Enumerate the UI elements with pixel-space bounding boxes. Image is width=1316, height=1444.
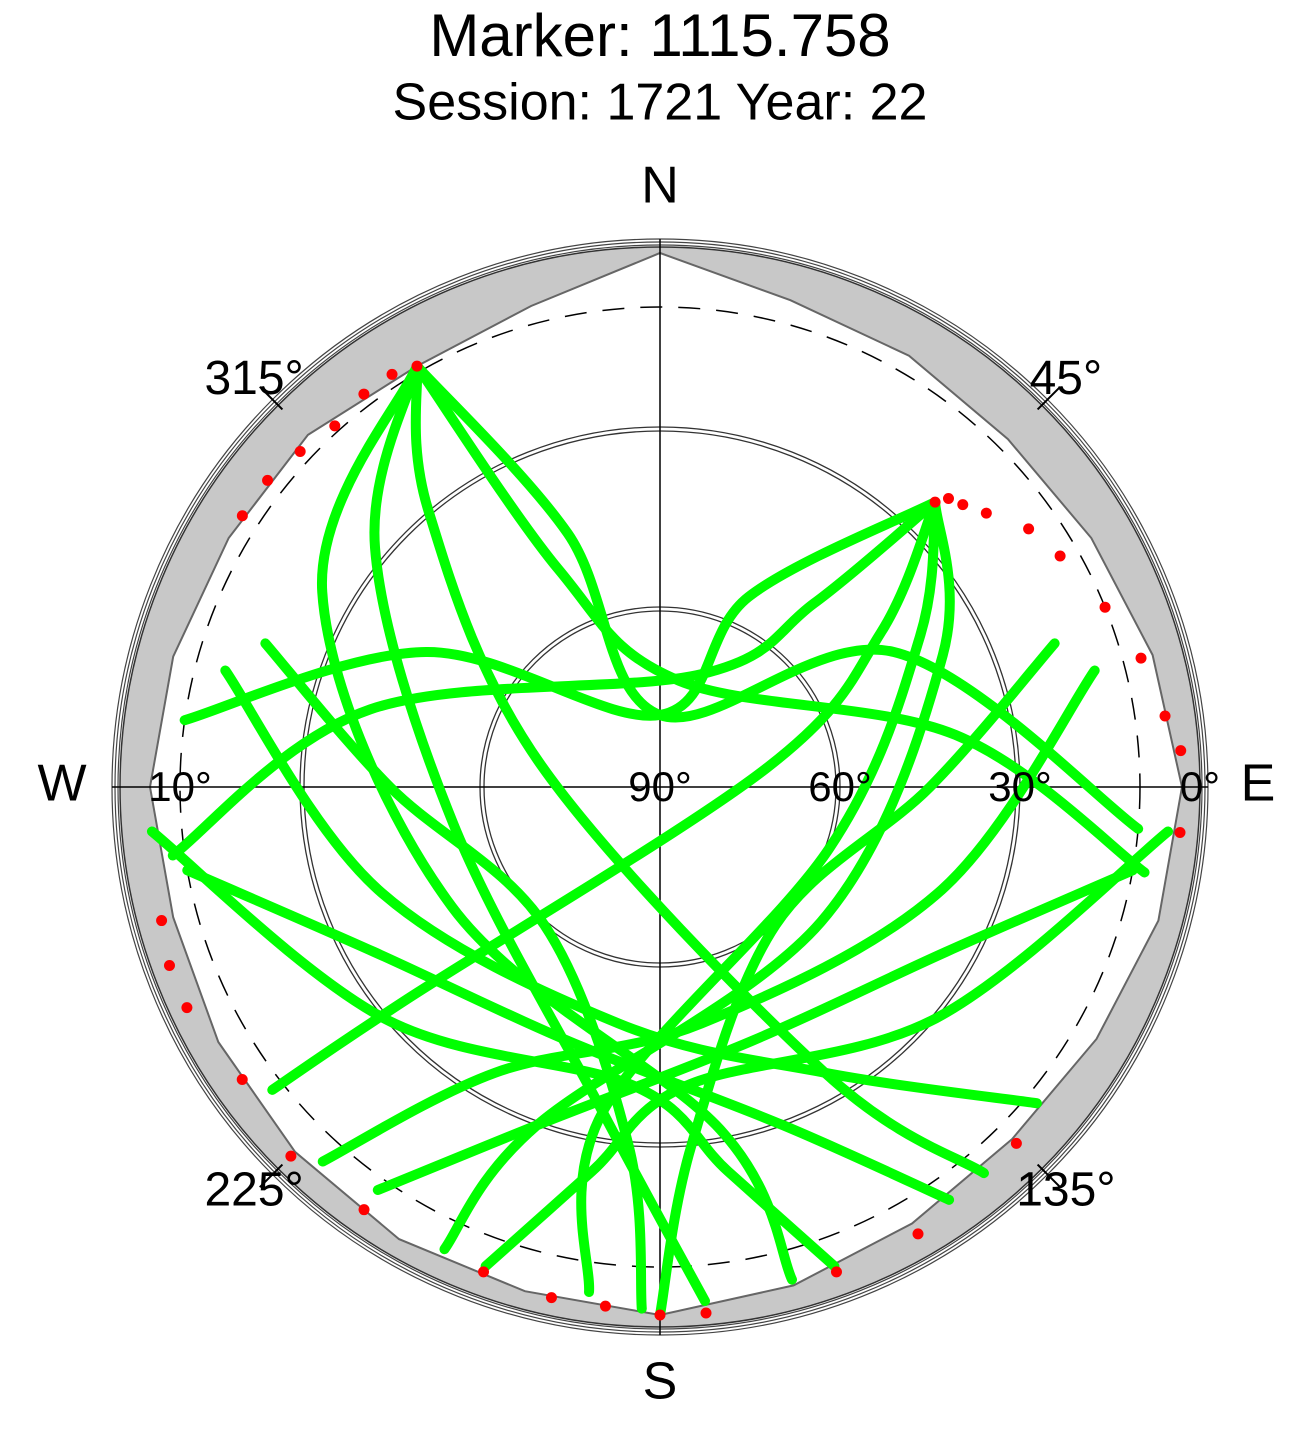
azimuth-label: 315°	[204, 352, 303, 405]
satellite-track	[480, 826, 1174, 1272]
low-elevation-point	[181, 1002, 193, 1014]
azimuth-label: 45°	[1030, 352, 1103, 405]
low-elevation-point	[957, 499, 969, 511]
low-elevation-point	[980, 507, 992, 519]
satellite-track	[220, 665, 1042, 1109]
tracks	[146, 361, 1174, 1320]
low-elevation-point	[329, 420, 341, 432]
elevation-label: 30°	[988, 763, 1052, 810]
low-elevation-point	[262, 474, 274, 486]
low-elevation-point	[1099, 601, 1111, 613]
satellite-track	[182, 865, 955, 1205]
satellite-track	[412, 361, 1144, 834]
low-elevation-point	[545, 1292, 557, 1304]
direction-label: W	[37, 755, 86, 813]
low-elevation-point	[294, 445, 306, 457]
low-elevation-point	[386, 368, 398, 380]
low-elevation-point	[236, 1074, 248, 1086]
low-elevation-point	[1023, 523, 1035, 535]
low-elevation-point	[163, 960, 175, 972]
satellite-track	[146, 826, 840, 1272]
low-elevation-point	[929, 496, 941, 508]
low-elevation-point	[1135, 652, 1147, 664]
azimuth-tick	[1036, 386, 1061, 411]
low-elevation-point	[1054, 550, 1066, 562]
low-elevation-point	[599, 1300, 611, 1312]
azimuth-label: 225°	[204, 1164, 303, 1217]
satellite-track	[372, 865, 1138, 1196]
elevation-label: 90°	[628, 763, 692, 810]
azimuth-tick	[1036, 1163, 1061, 1188]
low-elevation-point	[912, 1228, 924, 1240]
satellite-track	[410, 361, 989, 1179]
elevation-label: 0°	[1180, 763, 1220, 810]
low-elevation-point	[942, 493, 954, 505]
satellite-track	[267, 497, 941, 1095]
chart-subtitle: Session: 1721 Year: 22	[393, 74, 928, 132]
low-elevation-point	[411, 360, 423, 372]
direction-label: E	[1241, 755, 1276, 813]
azimuth-label: 135°	[1016, 1164, 1115, 1217]
azimuth-tick	[259, 386, 284, 411]
low-elevation-point	[654, 1309, 666, 1321]
low-elevation-point	[1174, 826, 1186, 838]
direction-label: S	[643, 1353, 678, 1411]
elevation-label: 10°	[148, 763, 212, 810]
direction-label: N	[641, 157, 679, 215]
satellite-track	[317, 665, 1100, 1167]
chart-title: Marker: 1115.758	[429, 2, 890, 69]
low-elevation-point	[700, 1307, 712, 1319]
low-elevation-point	[830, 1266, 842, 1278]
low-elevation-point	[1175, 745, 1187, 757]
satellite-track	[167, 497, 941, 861]
low-elevation-point	[156, 915, 168, 927]
low-elevation-point	[358, 1204, 370, 1216]
low-elevation-point	[358, 388, 370, 400]
low-elevation-point	[1010, 1137, 1022, 1149]
low-elevation-point	[1159, 710, 1171, 722]
low-elevation-point	[478, 1266, 490, 1278]
satellite-track	[576, 497, 941, 1298]
satellite-track	[260, 638, 647, 1314]
satellite-track	[439, 497, 955, 1255]
low-elevation-point	[236, 510, 248, 522]
satellite-track	[317, 361, 797, 1285]
low-elevation-point	[285, 1150, 297, 1162]
azimuth-tick	[259, 1163, 284, 1188]
elevation-label: 60°	[808, 763, 872, 810]
satellite-track	[655, 638, 1060, 1320]
